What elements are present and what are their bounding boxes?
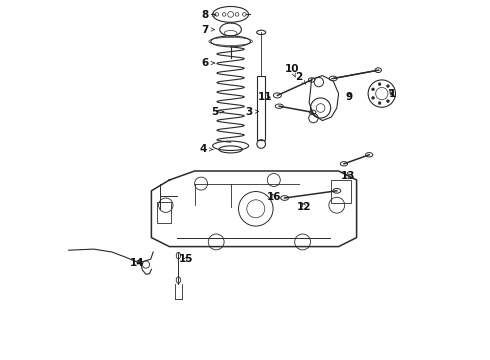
Circle shape <box>387 100 390 103</box>
Circle shape <box>371 96 374 99</box>
Text: 2: 2 <box>295 72 306 84</box>
Text: 11: 11 <box>258 92 272 102</box>
Circle shape <box>390 92 393 95</box>
Text: 7: 7 <box>202 24 215 35</box>
Circle shape <box>378 102 381 104</box>
Text: 8: 8 <box>202 10 216 20</box>
Text: 10: 10 <box>285 64 299 77</box>
Text: 13: 13 <box>341 171 355 181</box>
Text: 1: 1 <box>389 89 396 99</box>
Text: 15: 15 <box>178 254 193 264</box>
Text: 12: 12 <box>297 202 312 212</box>
Text: 6: 6 <box>202 58 215 68</box>
Circle shape <box>387 85 390 87</box>
Text: 14: 14 <box>130 258 145 268</box>
Text: 4: 4 <box>200 144 213 154</box>
Text: 3: 3 <box>245 107 259 117</box>
Circle shape <box>378 83 381 86</box>
Text: 16: 16 <box>267 192 281 202</box>
Text: 9: 9 <box>346 92 353 102</box>
Circle shape <box>371 88 374 91</box>
Text: 5: 5 <box>211 107 224 117</box>
